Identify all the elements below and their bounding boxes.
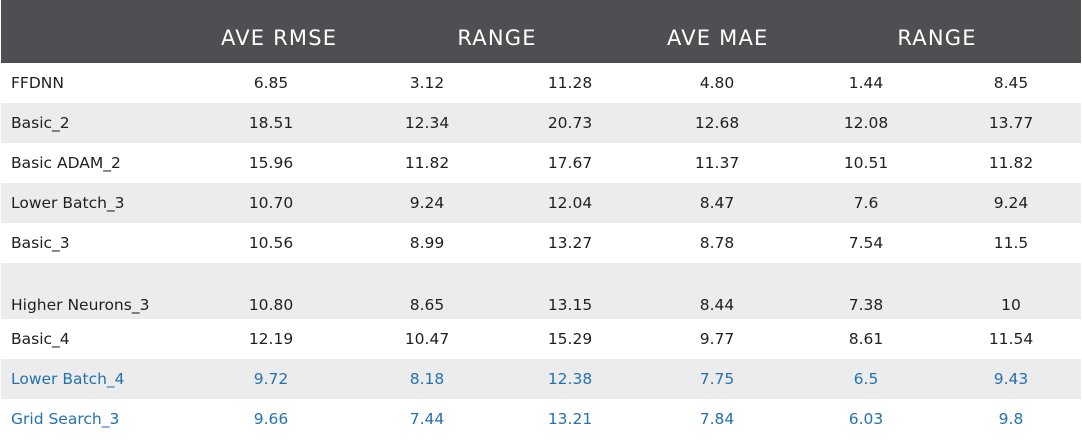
rmse-range-max-cell: 11.28 [547,74,593,92]
table-row: Lower Batch_3 10.70 9.24 12.04 8.47 7.6 … [1,183,1081,223]
mae-range-max-cell: 11.5 [993,234,1029,252]
ave-mae-cell: 12.68 [694,114,740,132]
mae-range-max-cell: 10 [1001,296,1021,314]
rmse-range-min-cell: 9.24 [409,194,445,212]
rmse-range-max-cell: 13.15 [547,296,593,314]
ave-rmse-cell: 12.19 [248,330,294,348]
rmse-range-max-cell: 13.21 [547,410,593,428]
header-ave-mae: AVE MAE [667,26,769,50]
mae-range-min-cell: 10.51 [843,154,889,172]
table-row: FFDNN 6.85 3.12 11.28 4.80 1.44 8.45 [1,63,1081,103]
ave-rmse-cell: 10.80 [248,296,294,314]
row-name: Grid Search_3 [11,410,120,428]
ave-rmse-cell: 9.72 [253,370,289,388]
row-name: FFDNN [11,74,64,92]
mae-range-max-cell: 11.54 [988,330,1034,348]
table-row: Basic_2 18.51 12.34 20.73 12.68 12.08 13… [1,103,1081,143]
row-name: Basic_4 [11,330,70,348]
ave-rmse-cell: 6.85 [253,74,289,92]
mae-range-min-cell: 7.6 [853,194,879,212]
ave-mae-cell: 11.37 [694,154,740,172]
ave-mae-cell: 8.44 [699,296,735,314]
mae-range-max-cell: 9.24 [993,194,1029,212]
header-range-rmse: RANGE [457,26,537,50]
rmse-range-max-cell: 13.27 [547,234,593,252]
ave-rmse-cell: 18.51 [248,114,294,132]
ave-rmse-cell: 10.56 [248,234,294,252]
rmse-range-max-cell: 12.38 [547,370,593,388]
row-name: Lower Batch_4 [11,370,125,388]
table-row: Basic_3 10.56 8.99 13.27 8.78 7.54 11.5 [1,223,1081,263]
rmse-range-max-cell: 20.73 [547,114,593,132]
ave-mae-cell: 7.75 [699,370,735,388]
rmse-range-min-cell: 11.82 [404,154,450,172]
rmse-range-min-cell: 12.34 [404,114,450,132]
rmse-range-min-cell: 10.47 [404,330,450,348]
rmse-range-max-cell: 17.67 [547,154,593,172]
mae-range-min-cell: 7.54 [848,234,884,252]
rmse-range-max-cell: 12.04 [547,194,593,212]
ave-rmse-cell: 9.66 [253,410,289,428]
ave-mae-cell: 9.77 [699,330,735,348]
mae-range-max-cell: 9.8 [998,410,1024,428]
header-ave-rmse: AVE RMSE [221,26,338,50]
mae-range-min-cell: 6.03 [848,410,884,428]
rmse-range-min-cell: 8.99 [409,234,445,252]
mae-range-min-cell: 1.44 [848,74,884,92]
rmse-range-min-cell: 7.44 [409,410,445,428]
table-row: Higher Neurons_3 10.80 8.65 13.15 8.44 7… [1,263,1081,319]
mae-range-max-cell: 11.82 [988,154,1034,172]
table-header: AVE RMSE RANGE AVE MAE RANGE [1,0,1081,63]
rmse-range-min-cell: 8.65 [409,296,445,314]
header-range-mae: RANGE [897,26,977,50]
ave-mae-cell: 7.84 [699,410,735,428]
mae-range-max-cell: 8.45 [993,74,1029,92]
table-row: Lower Batch_4 9.72 8.18 12.38 7.75 6.5 9… [1,359,1081,399]
ave-mae-cell: 4.80 [699,74,735,92]
rmse-range-min-cell: 8.18 [409,370,445,388]
mae-range-max-cell: 9.43 [993,370,1029,388]
table-row: Grid Search_3 9.66 7.44 13.21 7.84 6.03 … [1,399,1081,439]
row-name: Basic ADAM_2 [11,154,121,172]
row-name: Higher Neurons_3 [11,296,150,314]
mae-range-min-cell: 8.61 [848,330,884,348]
table-row: Basic ADAM_2 15.96 11.82 17.67 11.37 10.… [1,143,1081,183]
mae-range-min-cell: 6.5 [853,370,879,388]
table-row: Basic_4 12.19 10.47 15.29 9.77 8.61 11.5… [1,319,1081,359]
mae-range-min-cell: 12.08 [843,114,889,132]
ave-rmse-cell: 10.70 [248,194,294,212]
row-name: Basic_2 [11,114,70,132]
mae-range-min-cell: 7.38 [848,296,884,314]
ave-rmse-cell: 15.96 [248,154,294,172]
ave-mae-cell: 8.47 [699,194,735,212]
rmse-range-max-cell: 15.29 [547,330,593,348]
rmse-range-min-cell: 3.12 [409,74,445,92]
row-name: Basic_3 [11,234,70,252]
mae-range-max-cell: 13.77 [988,114,1034,132]
ave-mae-cell: 8.78 [699,234,735,252]
row-name: Lower Batch_3 [11,194,125,212]
